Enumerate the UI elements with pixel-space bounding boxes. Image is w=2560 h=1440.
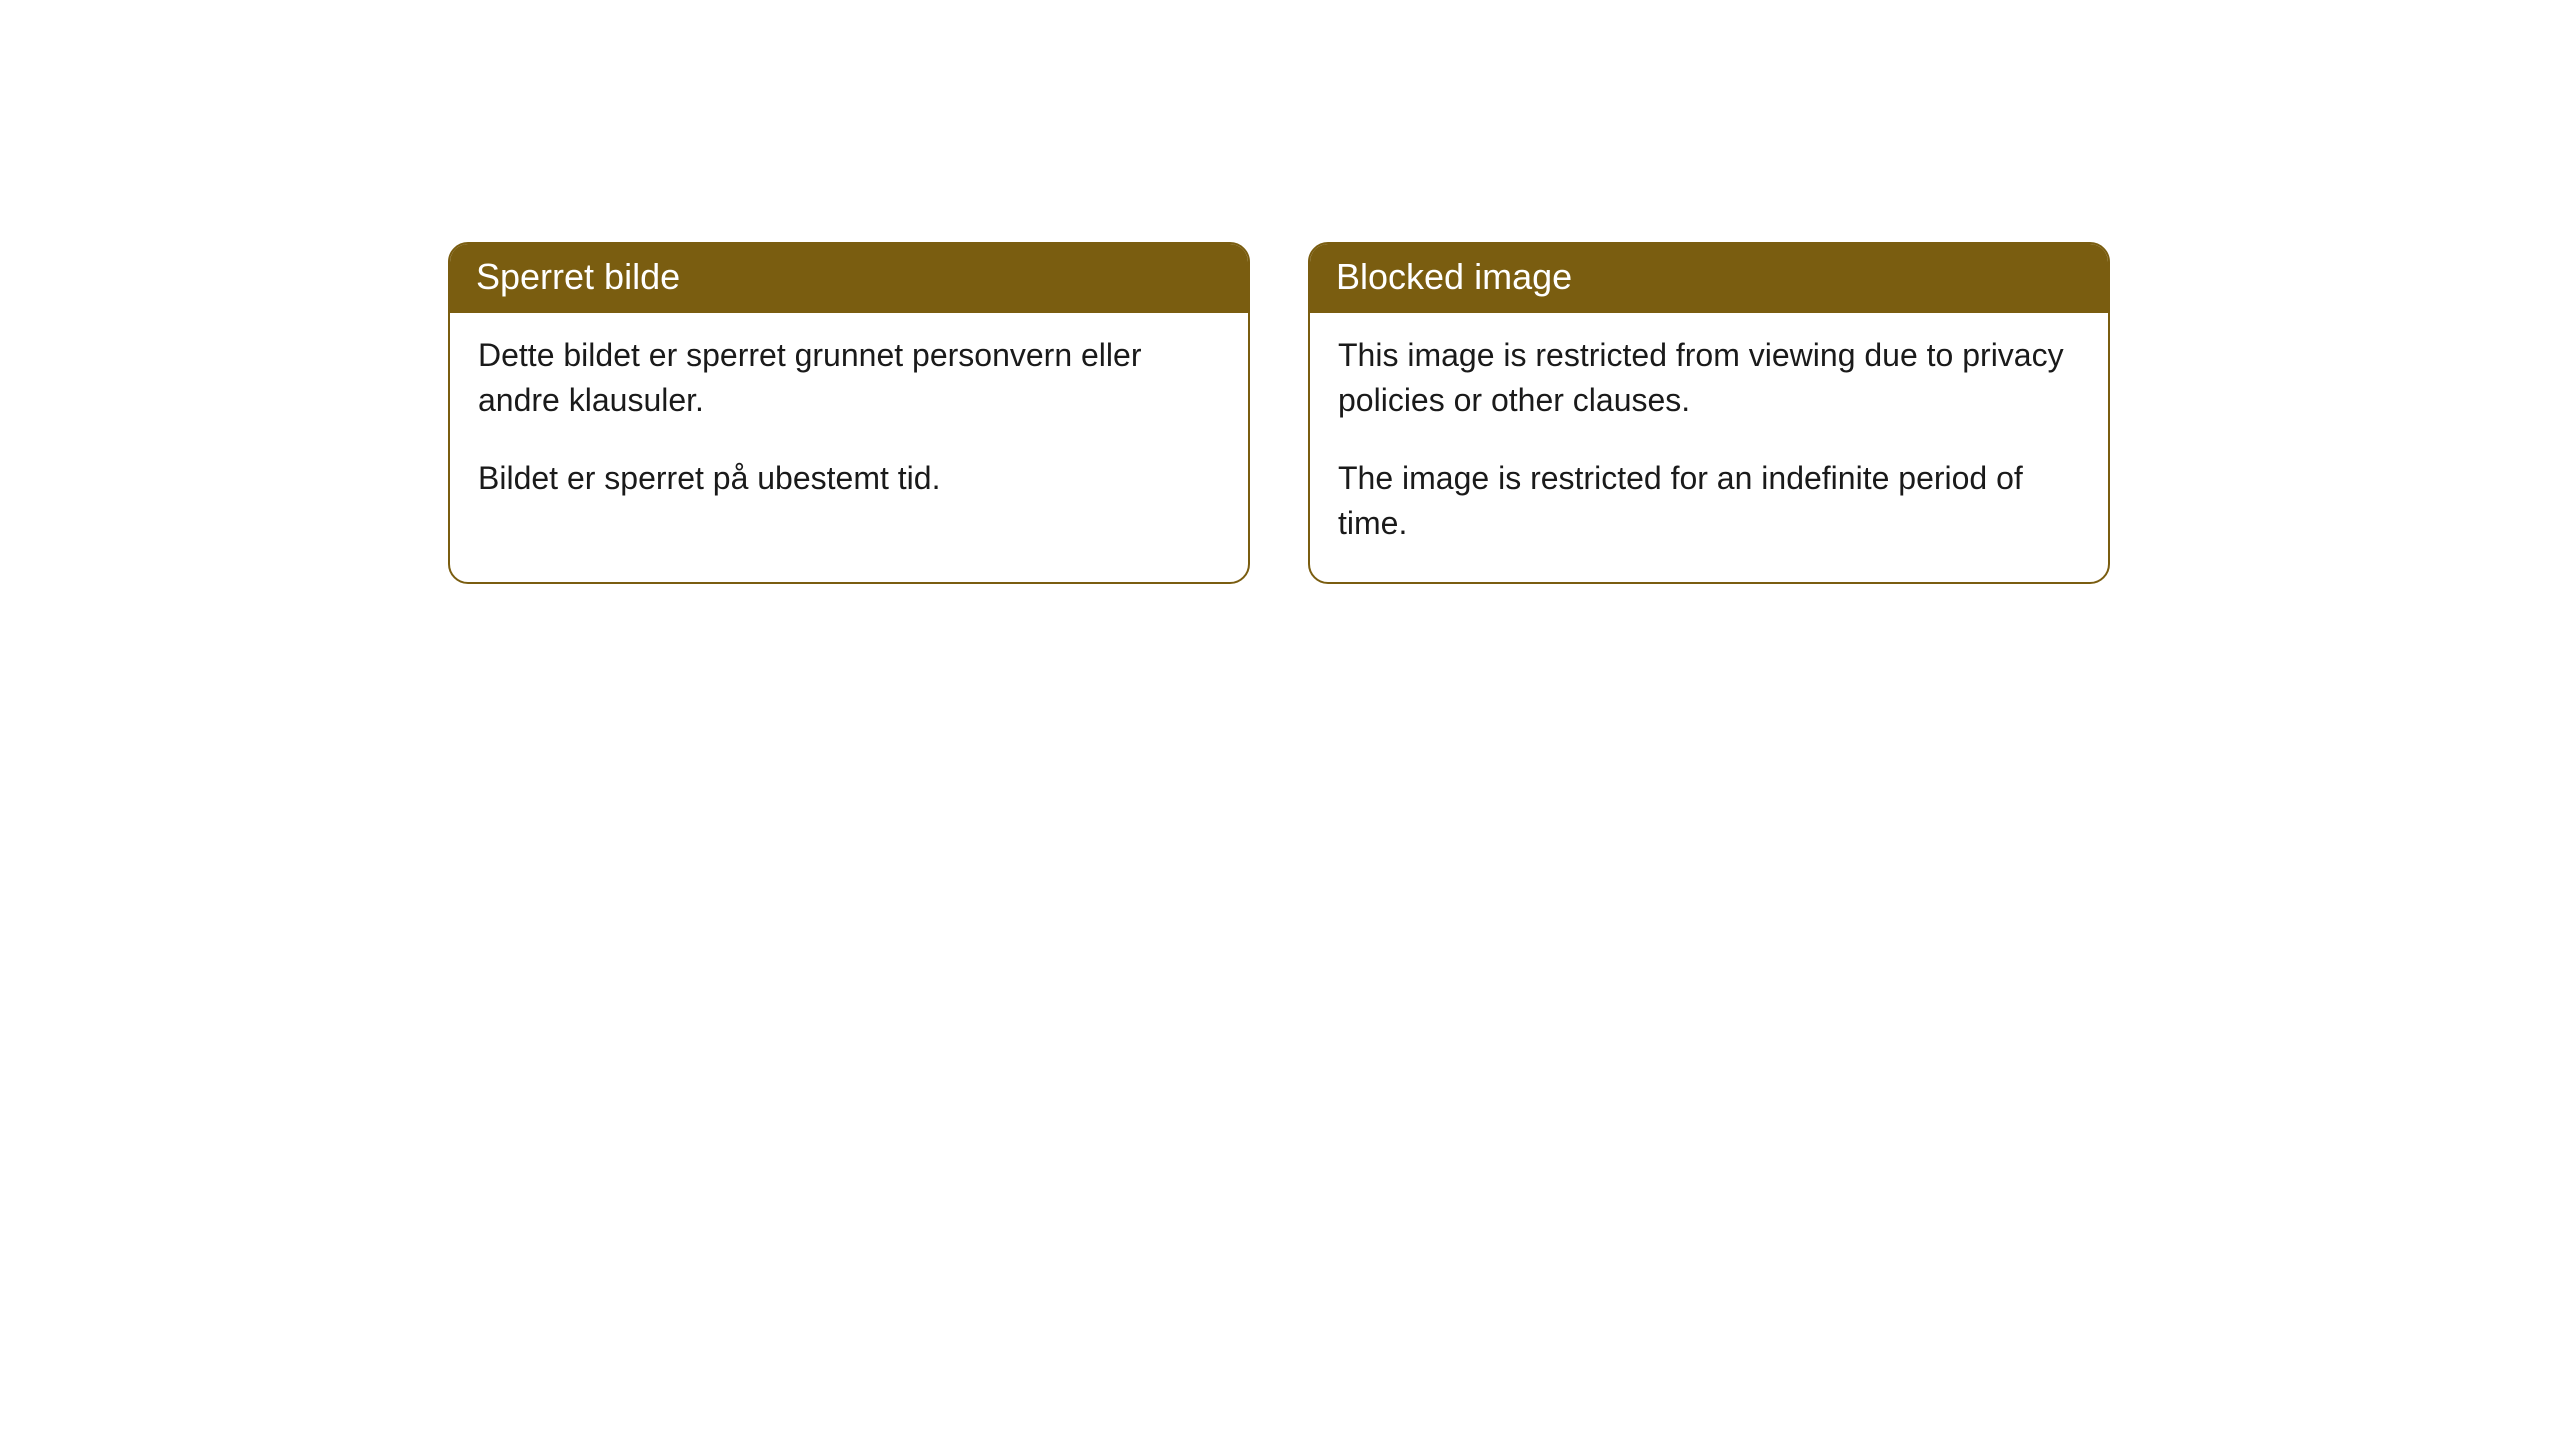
notice-paragraph-2: Bildet er sperret på ubestemt tid. (478, 456, 1220, 501)
notice-header: Sperret bilde (450, 244, 1248, 313)
notice-header: Blocked image (1310, 244, 2108, 313)
notice-paragraph-2: The image is restricted for an indefinit… (1338, 456, 2080, 546)
notice-title: Blocked image (1336, 256, 1572, 297)
notice-paragraph-1: This image is restricted from viewing du… (1338, 333, 2080, 423)
notice-paragraph-1: Dette bildet er sperret grunnet personve… (478, 333, 1220, 423)
notices-container: Sperret bilde Dette bildet er sperret gr… (0, 0, 2560, 584)
notice-card-norwegian: Sperret bilde Dette bildet er sperret gr… (448, 242, 1250, 584)
notice-body: Dette bildet er sperret grunnet personve… (450, 313, 1248, 537)
notice-body: This image is restricted from viewing du… (1310, 313, 2108, 582)
notice-title: Sperret bilde (476, 256, 680, 297)
notice-card-english: Blocked image This image is restricted f… (1308, 242, 2110, 584)
